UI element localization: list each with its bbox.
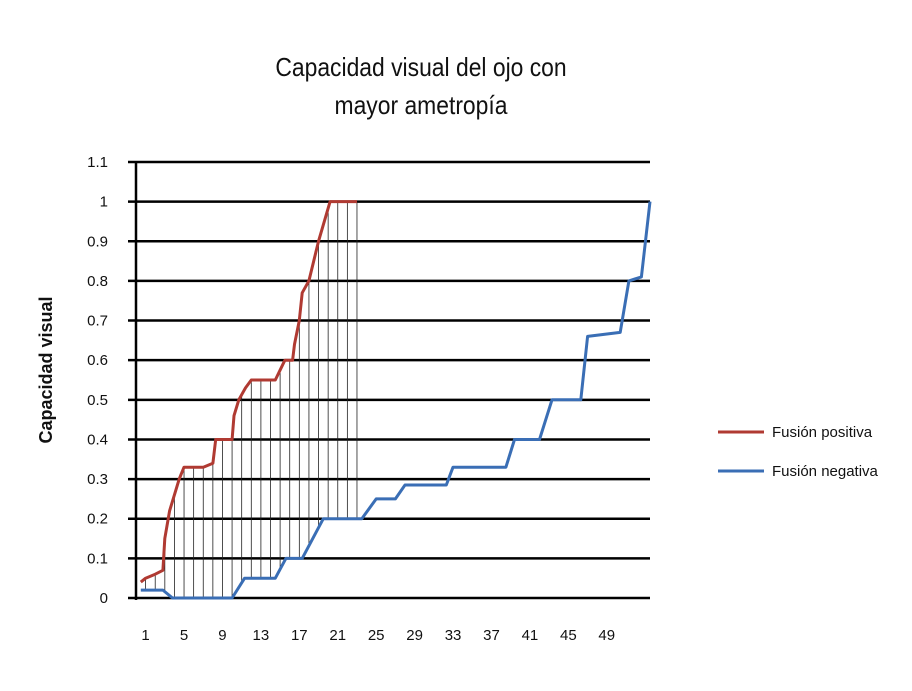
x-tick-label-12: 49: [598, 627, 615, 644]
series-lines: [139, 200, 652, 600]
x-tick-label-5: 21: [329, 627, 346, 644]
legend: Fusión positiva Fusión negativa: [718, 424, 879, 480]
y-tick-label-7: 0.7: [87, 313, 108, 330]
x-tick-label-7: 29: [406, 627, 423, 644]
x-tick-label-6: 25: [368, 627, 385, 644]
y-tick-label-5: 0.5: [87, 392, 108, 409]
chart-title: Capacidad visual del ojo con mayor ametr…: [51, 48, 792, 124]
x-tick-label-3: 13: [253, 627, 270, 644]
y-tick-label-1: 0.1: [87, 550, 108, 567]
y-axis-label: Capacidad visual: [36, 296, 56, 443]
x-tick-label-2: 9: [218, 627, 226, 644]
y-tick-label-3: 0.3: [87, 471, 108, 488]
hatched-region: [145, 201, 358, 598]
chart-title-line-2: mayor ametropía: [334, 90, 508, 120]
x-tick-label-4: 17: [291, 627, 308, 644]
y-tick-label-8: 0.8: [87, 273, 108, 290]
series-line-1: [140, 201, 652, 600]
x-tick-label-10: 41: [522, 627, 539, 644]
x-tick-label-8: 33: [445, 627, 462, 644]
legend-label-1: Fusión negativa: [772, 463, 879, 480]
legend-label-0: Fusión positiva: [772, 424, 873, 441]
y-tick-label-0: 0: [100, 590, 108, 607]
x-tick-label-9: 37: [483, 627, 500, 644]
y-tick-label-6: 0.6: [87, 352, 108, 369]
x-tick-labels: 1 5 9 13 17 21 25 29 33 37 41 45 49: [141, 627, 615, 644]
y-tick-label-10: 1: [100, 194, 108, 211]
x-tick-label-11: 45: [560, 627, 577, 644]
chart-title-line-1: Capacidad visual del ojo con: [275, 52, 567, 82]
y-tick-label-2: 0.2: [87, 511, 108, 528]
y-tick-labels: 0 0.1 0.2 0.3 0.4 0.5 0.6 0.7 0.8 0.9 1 1.1: [87, 154, 108, 607]
x-tick-label-1: 5: [180, 627, 188, 644]
y-tick-label-11: 1.1: [87, 154, 108, 171]
gridlines: [128, 160, 650, 600]
y-tick-label-9: 0.9: [87, 233, 108, 250]
series-line-0: [139, 200, 357, 584]
x-tick-label-0: 1: [141, 627, 149, 644]
y-tick-label-4: 0.4: [87, 431, 108, 448]
